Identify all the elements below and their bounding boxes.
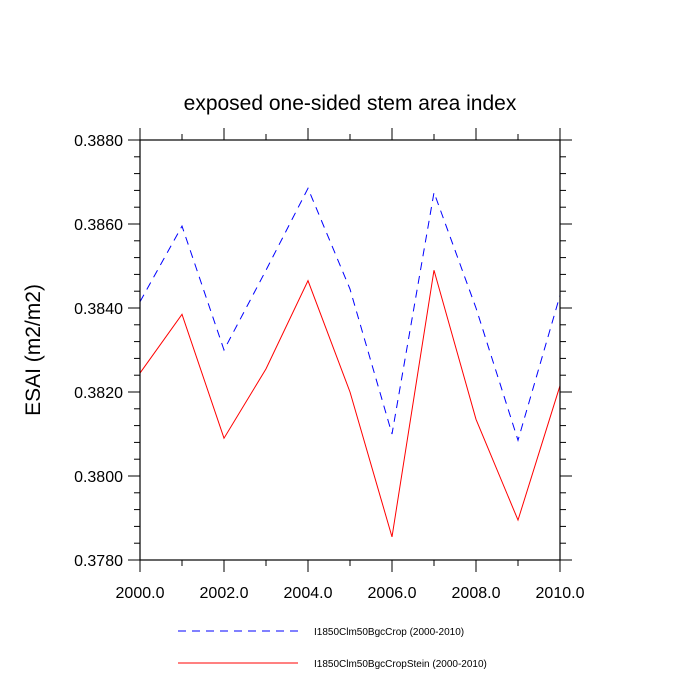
y-tick-label: 0.3840 [74, 301, 123, 318]
y-tick-label: 0.3800 [74, 469, 123, 486]
y-tick-label: 0.3780 [74, 553, 123, 570]
axis-ticks: 2000.0 2002.0 2004.0 2006.0 2008.0 2010.0 0.37… [74, 128, 585, 602]
series-lines [139, 187, 561, 538]
y-tick-label: 0.3820 [74, 385, 123, 402]
x-tick-label: 2002.0 [200, 585, 249, 602]
legend-label-2: I1850Clm50BgcCropStein (2000-2010) [314, 659, 487, 670]
legend-label-1: I1850Clm50BgcCrop (2000-2010) [314, 627, 464, 638]
x-tick-label: 2008.0 [452, 585, 501, 602]
series-line-1 [139, 187, 561, 443]
chart-title: exposed one-sided stem area index [184, 92, 517, 115]
x-tick-label: 2006.0 [368, 585, 417, 602]
x-tick-label: 2010.0 [536, 585, 585, 602]
x-tick-label: 2000.0 [116, 585, 165, 602]
series-line-2 [139, 270, 561, 538]
y-tick-label: 0.3860 [74, 217, 123, 234]
legend: I1850Clm50BgcCrop (2000-2010) I1850Clm50B… [178, 627, 487, 670]
plot-frame [139, 139, 561, 561]
x-tick-label: 2004.0 [284, 585, 333, 602]
y-axis-label: ESAI (m2/m2) [22, 284, 45, 416]
y-tick-label: 0.3880 [74, 133, 123, 150]
